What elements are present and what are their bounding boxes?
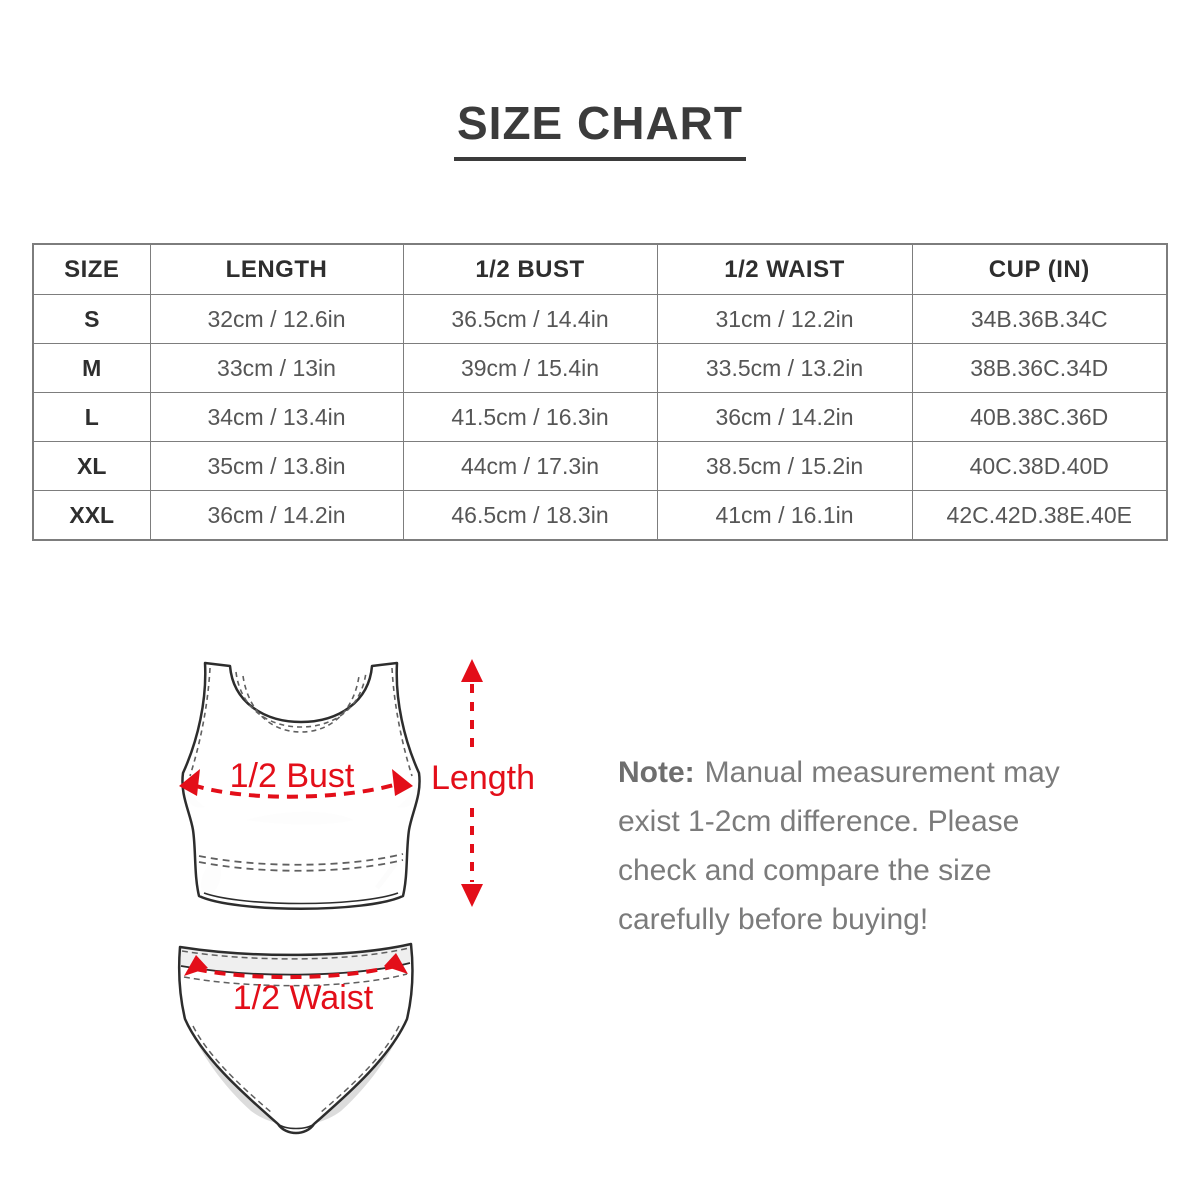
size-table-head: SIZE LENGTH 1/2 BUST 1/2 WAIST CUP (IN)	[32, 243, 1168, 295]
size-cell: L	[32, 392, 151, 442]
note-prefix: Note:	[618, 756, 695, 789]
value-cell: 34cm / 13.4in	[149, 392, 404, 442]
measurement-diagram: 1/2 Bust Length 1/2 Waist	[177, 659, 535, 1135]
size-cell: XXL	[32, 490, 151, 541]
size-cell: S	[32, 294, 151, 344]
size-cell: XL	[32, 441, 151, 491]
table-row: XXL 36cm / 14.2in 46.5cm / 18.3in 41cm / 16…	[32, 490, 1168, 541]
bust-label-text: 1/2 Bust	[230, 757, 355, 795]
value-cell: 31cm / 12.2in	[656, 294, 913, 344]
header-cell: 1/2 WAIST	[656, 243, 913, 295]
note-line-text: Manual measurement may	[704, 756, 1060, 789]
table-row: XL 35cm / 13.8in 44cm / 17.3in 38.5cm / 15.…	[32, 441, 1168, 491]
note-line: Note: Manual measurement may	[618, 748, 1118, 797]
table-row: S 32cm / 12.6in 36.5cm / 14.4in 31cm / 12.2…	[32, 294, 1168, 344]
header-cell: CUP (IN)	[911, 243, 1168, 295]
value-cell: 44cm / 17.3in	[402, 441, 658, 491]
table-row: M 33cm / 13in 39cm / 15.4in 33.5cm / 13.2in…	[32, 343, 1168, 393]
waist-measure-arrow	[184, 953, 408, 980]
length-label-text: Length	[431, 759, 535, 797]
page-title: SIZE CHART	[454, 96, 746, 161]
value-cell: 40C.38D.40D	[911, 441, 1168, 491]
value-cell: 46.5cm / 18.3in	[402, 490, 658, 541]
value-cell: 36.5cm / 14.4in	[402, 294, 658, 344]
value-cell: 42C.42D.38E.40E	[911, 490, 1168, 541]
value-cell: 40B.38C.36D	[911, 392, 1168, 442]
value-cell: 32cm / 12.6in	[149, 294, 404, 344]
value-cell: 34B.36B.34C	[911, 294, 1168, 344]
header-cell: SIZE	[32, 243, 151, 295]
value-cell: 36cm / 14.2in	[656, 392, 913, 442]
value-cell: 36cm / 14.2in	[149, 490, 404, 541]
value-cell: 39cm / 15.4in	[402, 343, 658, 393]
value-cell: 33.5cm / 13.2in	[656, 343, 913, 393]
value-cell: 38B.36C.34D	[911, 343, 1168, 393]
value-cell: 38.5cm / 15.2in	[656, 441, 913, 491]
note-line: check and compare the size	[618, 854, 992, 887]
value-cell: 41cm / 16.1in	[656, 490, 913, 541]
table-row: L 34cm / 13.4in 41.5cm / 16.3in 36cm / 14.2…	[32, 392, 1168, 442]
note-block: Note: Manual measurement may exist 1-2cm …	[618, 748, 1118, 944]
table-header-row: SIZE LENGTH 1/2 BUST 1/2 WAIST CUP (IN)	[32, 243, 1168, 295]
crop-top-illustration	[181, 661, 421, 910]
note-line: carefully before buying!	[618, 903, 929, 936]
size-table: SIZE LENGTH 1/2 BUST 1/2 WAIST CUP (IN) S 32c…	[32, 243, 1168, 541]
title-wrap: SIZE CHART	[0, 0, 1200, 161]
header-cell: LENGTH	[149, 243, 404, 295]
bust-measure-arrow	[179, 769, 413, 799]
note-line: exist 1-2cm difference. Please	[618, 805, 1020, 838]
waist-label-text: 1/2 Waist	[233, 979, 374, 1017]
briefs-illustration	[177, 942, 414, 1135]
value-cell: 33cm / 13in	[149, 343, 404, 393]
length-measure-arrow	[461, 659, 483, 907]
size-table-body: S 32cm / 12.6in 36.5cm / 14.4in 31cm / 12.2…	[32, 294, 1168, 541]
value-cell: 41.5cm / 16.3in	[402, 392, 658, 442]
size-cell: M	[32, 343, 151, 393]
header-cell: 1/2 BUST	[402, 243, 658, 295]
value-cell: 35cm / 13.8in	[149, 441, 404, 491]
